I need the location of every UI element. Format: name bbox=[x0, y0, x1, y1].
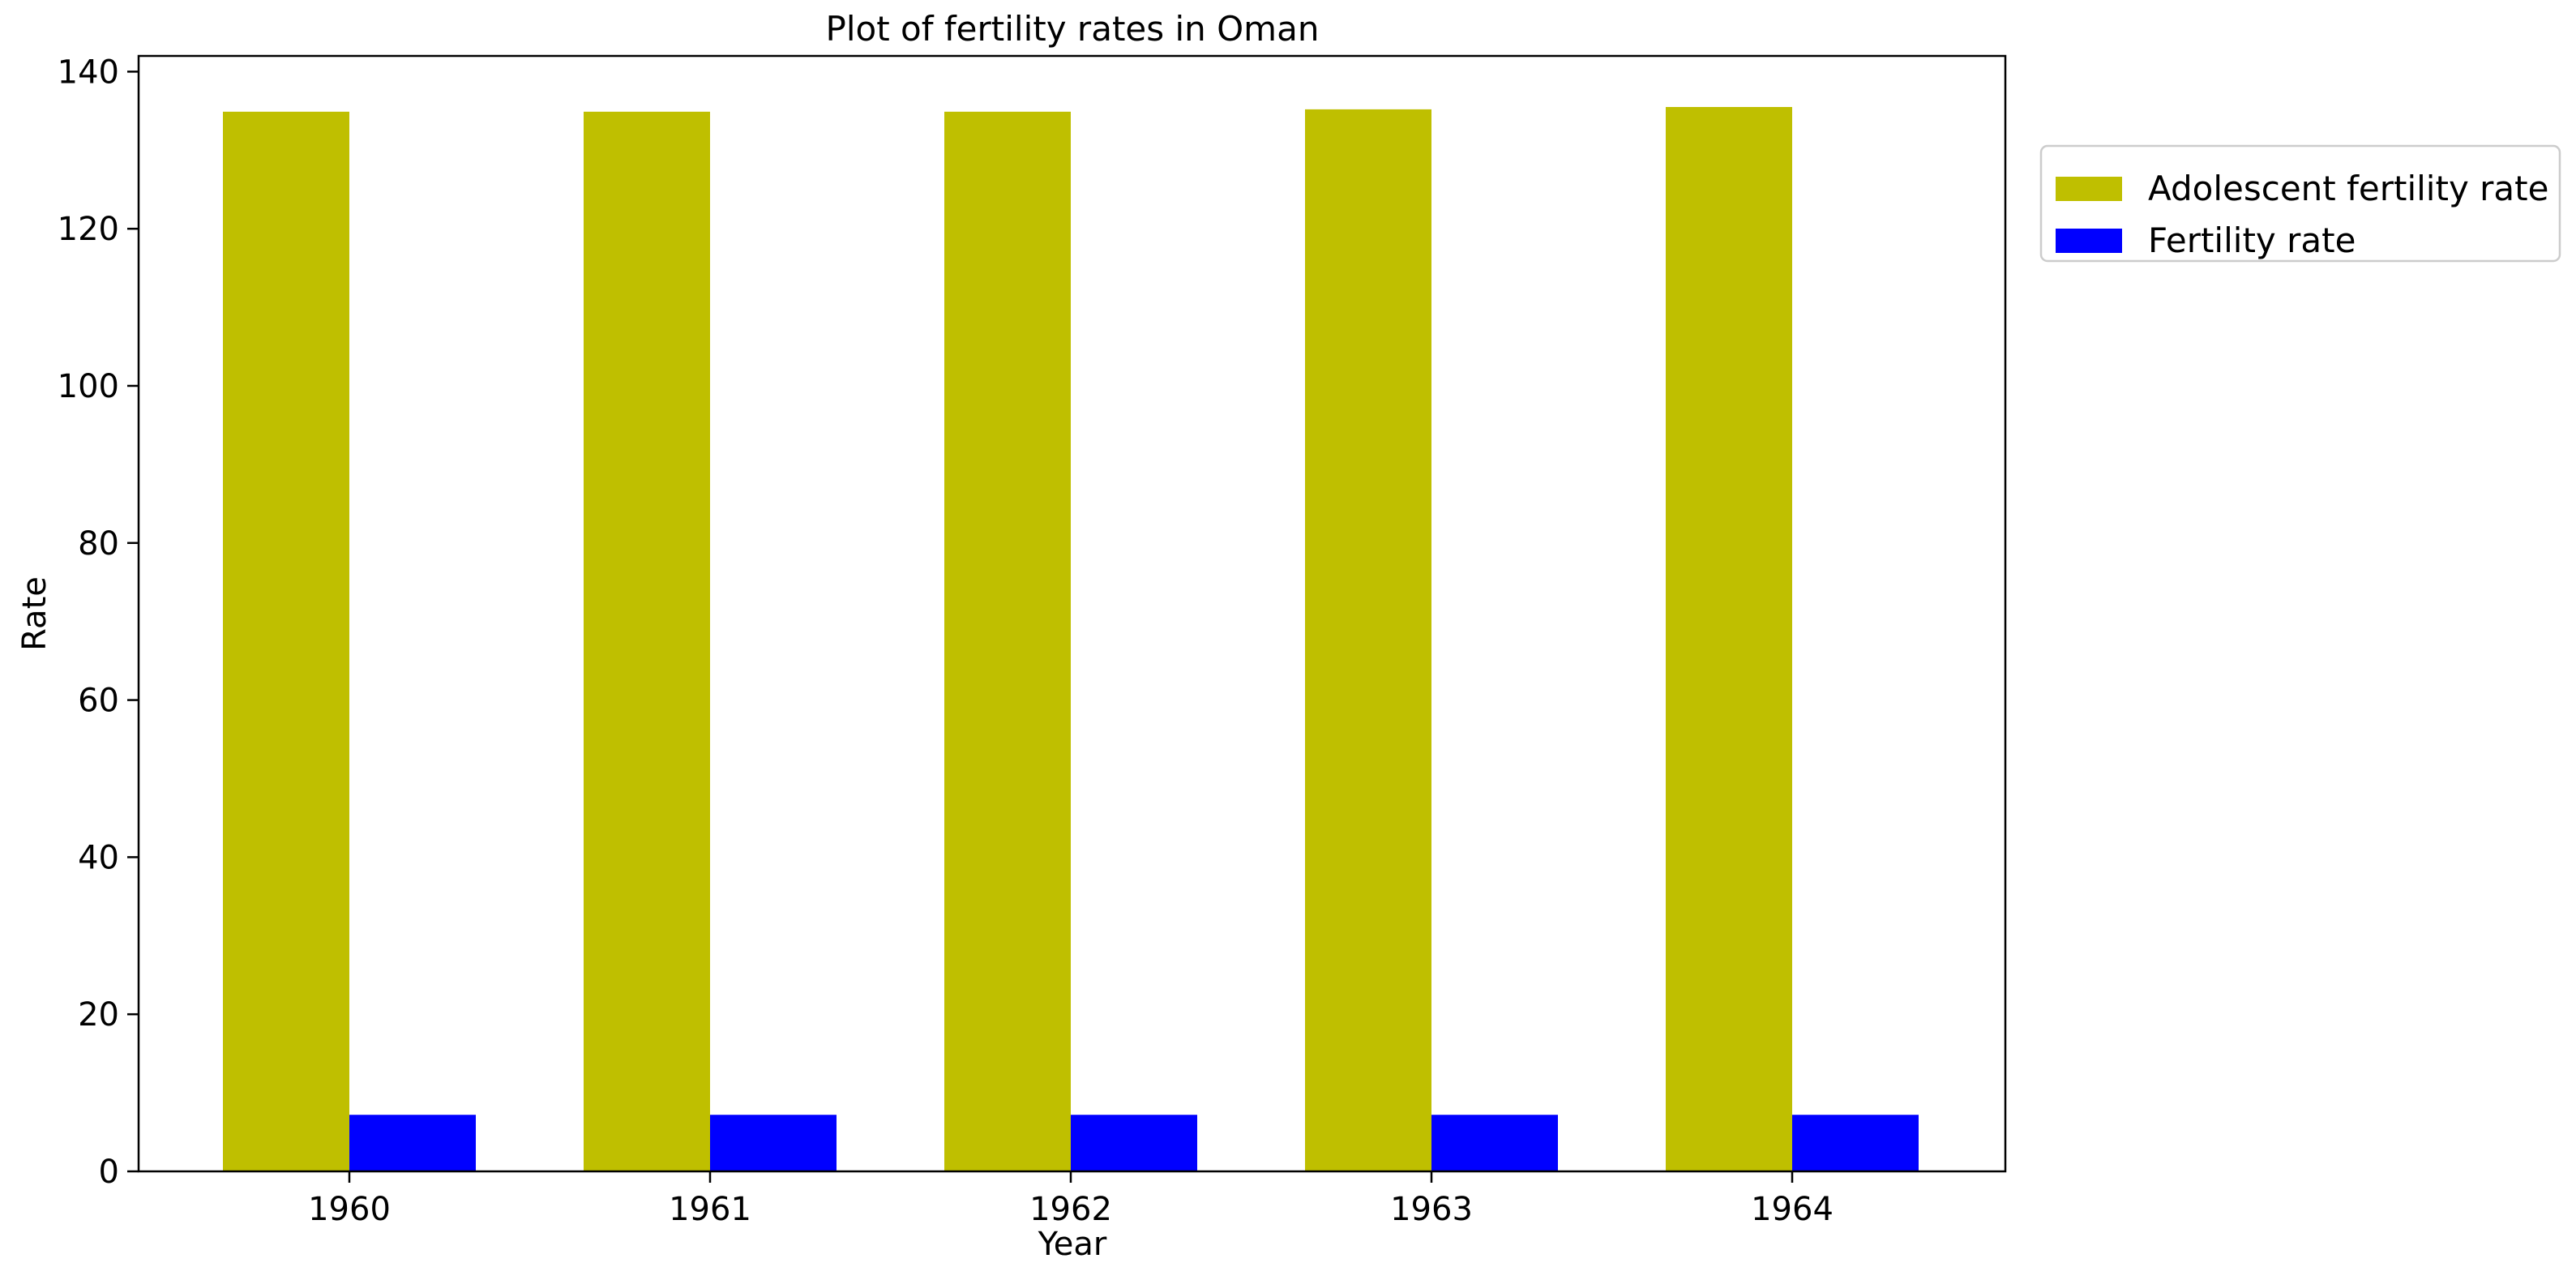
x-tick-label: 1960 bbox=[308, 1191, 391, 1228]
x-tick-label: 1964 bbox=[1751, 1191, 1834, 1228]
y-tick-label: 140 bbox=[58, 54, 119, 91]
legend-swatch-adolescent-fertility-rate bbox=[2056, 177, 2122, 201]
bar-adolescent-fertility-rate-1961 bbox=[584, 111, 710, 1171]
bar-adolescent-fertility-rate-1960 bbox=[223, 111, 349, 1171]
bar-fertility-rate-1961 bbox=[710, 1115, 837, 1171]
y-tick-label: 0 bbox=[99, 1154, 119, 1191]
bar-fertility-rate-1963 bbox=[1431, 1115, 1558, 1171]
x-tick-label: 1963 bbox=[1390, 1191, 1473, 1228]
y-tick-label: 60 bbox=[78, 683, 119, 720]
bar-adolescent-fertility-rate-1962 bbox=[944, 111, 1071, 1171]
chart-title: Plot of fertility rates in Oman bbox=[826, 9, 1320, 49]
legend-label-fertility-rate: Fertility rate bbox=[2148, 220, 2356, 260]
x-tick-label: 1962 bbox=[1029, 1191, 1112, 1228]
y-tick-label: 20 bbox=[78, 996, 119, 1034]
bar-adolescent-fertility-rate-1964 bbox=[1666, 106, 1792, 1171]
bar-fertility-rate-1962 bbox=[1071, 1115, 1197, 1171]
x-tick-label: 1961 bbox=[669, 1191, 751, 1228]
x-axis: 1960 1961 1962 1963 1964 bbox=[308, 1171, 1834, 1228]
x-axis-title: Year bbox=[1038, 1226, 1107, 1263]
legend-items: Adolescent fertility rate Fertility rate bbox=[2056, 169, 2548, 260]
legend-frame bbox=[2039, 144, 2561, 263]
bars-layer bbox=[223, 106, 1919, 1172]
y-tick-label: 80 bbox=[78, 525, 119, 563]
y-tick-label: 100 bbox=[58, 368, 119, 405]
bar-adolescent-fertility-rate-1963 bbox=[1305, 109, 1431, 1172]
bar-fertility-rate-1964 bbox=[1792, 1115, 1919, 1171]
y-axis: 0 20 40 60 80 100 120 140 bbox=[58, 54, 139, 1191]
y-tick-label: 40 bbox=[78, 839, 119, 876]
y-tick-label: 120 bbox=[58, 211, 119, 248]
legend-swatch-fertility-rate bbox=[2056, 229, 2122, 253]
y-axis-title: Rate bbox=[16, 576, 53, 651]
legend-label-adolescent-fertility-rate: Adolescent fertility rate bbox=[2148, 169, 2548, 208]
bar-fertility-rate-1960 bbox=[349, 1115, 476, 1171]
legend: Adolescent fertility rate Fertility rate bbox=[2039, 144, 2561, 263]
plot-frame bbox=[137, 54, 2007, 1173]
